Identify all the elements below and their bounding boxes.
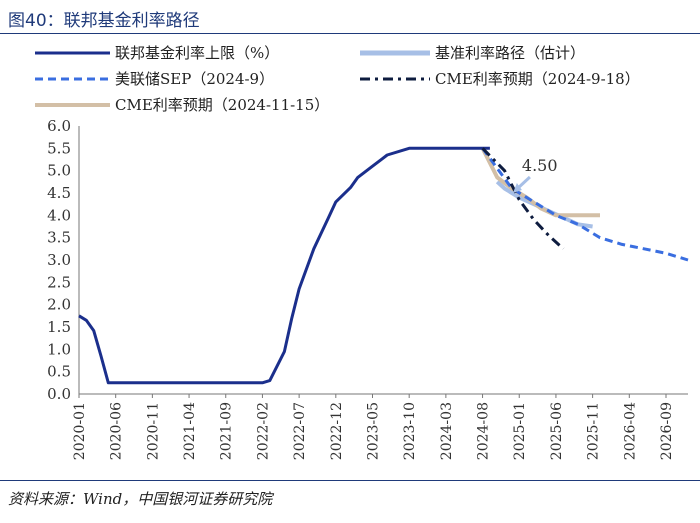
x-tick-label: 2022-12 (329, 402, 345, 460)
y-tick-label: 4.0 (47, 206, 71, 224)
x-tick-label: 2025-01 (512, 402, 528, 460)
legend-label: CME利率预期（2024-11-15） (115, 96, 329, 114)
annotation: 4.50 (512, 156, 558, 193)
x-tick-label: 2022-07 (292, 402, 308, 460)
y-tick-label: 0.5 (47, 363, 71, 381)
series-lines (78, 146, 689, 385)
x-tick-label: 2021-09 (219, 402, 235, 460)
y-tick-label: 3.0 (47, 251, 71, 269)
series-line (78, 146, 490, 385)
y-tick-label: 2.0 (47, 296, 71, 314)
rate-path-chart: 联邦基金利率上限（%） 基准利率路径（估计） 美联储SEP（2024-9） CME利率… (35, 44, 689, 460)
x-tick-label: 2025-06 (549, 402, 565, 460)
source-note: 资料来源：Wind，中国银河证券研究院 (8, 490, 273, 508)
y-tick-label: 1.0 (47, 340, 71, 358)
x-tick-label: 2025-11 (586, 402, 602, 460)
legend-label: CME利率预期（2024-9-18） (435, 70, 640, 88)
annotation-arrowhead (512, 183, 522, 193)
x-tick-label: 2022-02 (255, 402, 271, 460)
legend: 联邦基金利率上限（%） 基准利率路径（估计） 美联储SEP（2024-9） CME利率… (35, 44, 640, 114)
x-tick-label: 2023-05 (365, 402, 381, 460)
source-divider (0, 480, 700, 481)
y-tick-label: 5.5 (47, 139, 71, 157)
x-tick-label: 2020-11 (145, 402, 161, 460)
y-tick-label: 3.5 (47, 229, 71, 247)
legend-label: 基准利率路径（估计） (435, 44, 585, 62)
title-divider (0, 33, 700, 34)
y-tick-label: 2.5 (47, 273, 71, 291)
y-tick-label: 1.5 (47, 318, 71, 336)
y-tick-label: 4.5 (47, 184, 71, 202)
x-axis: 2020-01 2020-06 2020-11 2021-04 2021-09 2022-… (72, 393, 688, 460)
x-tick-label: 2023-10 (402, 402, 418, 460)
legend-label: 联邦基金利率上限（%） (115, 44, 279, 62)
x-tick-label: 2026-04 (622, 402, 638, 460)
x-tick-label: 2020-06 (109, 402, 125, 460)
series-line (480, 147, 600, 218)
y-tick-label: 5.0 (47, 162, 71, 180)
x-tick-label: 2026-09 (659, 402, 675, 460)
x-tick-label: 2024-03 (439, 402, 455, 460)
series-line (481, 147, 565, 250)
x-tick-label: 2021-04 (182, 402, 198, 460)
figure-title: 图40：联邦基金利率路径 (8, 11, 200, 31)
legend-label: 美联储SEP（2024-9） (115, 70, 274, 88)
y-tick-label: 0.0 (47, 385, 71, 403)
x-tick-label: 2024-08 (476, 402, 492, 460)
annotation-label: 4.50 (522, 156, 558, 175)
y-axis: 0.0 0.5 1.0 1.5 2.0 2.5 3.0 3.5 4.0 4.5 5.0 5.5 6.0 (47, 117, 80, 403)
x-tick-label: 2020-01 (72, 402, 88, 460)
y-tick-label: 6.0 (47, 117, 71, 135)
series-line (481, 147, 689, 262)
